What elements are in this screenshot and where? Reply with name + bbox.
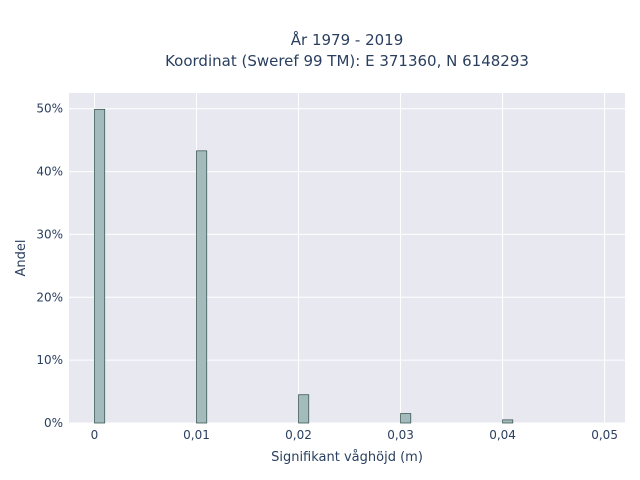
x-axis-title: Signifikant våghöjd (m) <box>271 450 423 465</box>
x-tick-label: 0,03 <box>387 428 414 442</box>
y-tick-label: 50% <box>36 102 63 116</box>
histogram-bar <box>196 150 208 424</box>
y-axis-ticks: 0% 10% 20% 30% 40% 50% <box>36 102 63 430</box>
plot-area <box>69 93 625 423</box>
grid-lines <box>69 93 625 424</box>
bars <box>94 108 514 424</box>
y-tick-label: 20% <box>36 290 63 304</box>
x-axis-ticks: 0 0,01 0,02 0,03 0,04 0,05 <box>91 428 618 442</box>
x-tick-label: 0,04 <box>489 428 516 442</box>
y-tick-label: 0% <box>44 416 63 430</box>
chart-subtitle: Koordinat (Sweref 99 TM): E 371360, N 61… <box>165 52 529 70</box>
y-tick-label: 40% <box>36 165 63 179</box>
y-tick-label: 10% <box>36 353 63 367</box>
x-tick-label: 0 <box>91 428 99 442</box>
histogram-bar <box>400 413 412 424</box>
y-tick-label: 30% <box>36 227 63 241</box>
y-axis-title: Andel <box>14 240 29 277</box>
x-tick-label: 0,02 <box>285 428 312 442</box>
x-tick-label: 0,05 <box>591 428 618 442</box>
chart-title: År 1979 - 2019 <box>291 30 404 49</box>
x-tick-label: 0,01 <box>183 428 210 442</box>
histogram-bar <box>298 394 310 424</box>
histogram-bar <box>94 108 106 424</box>
histogram-bar <box>502 419 514 424</box>
